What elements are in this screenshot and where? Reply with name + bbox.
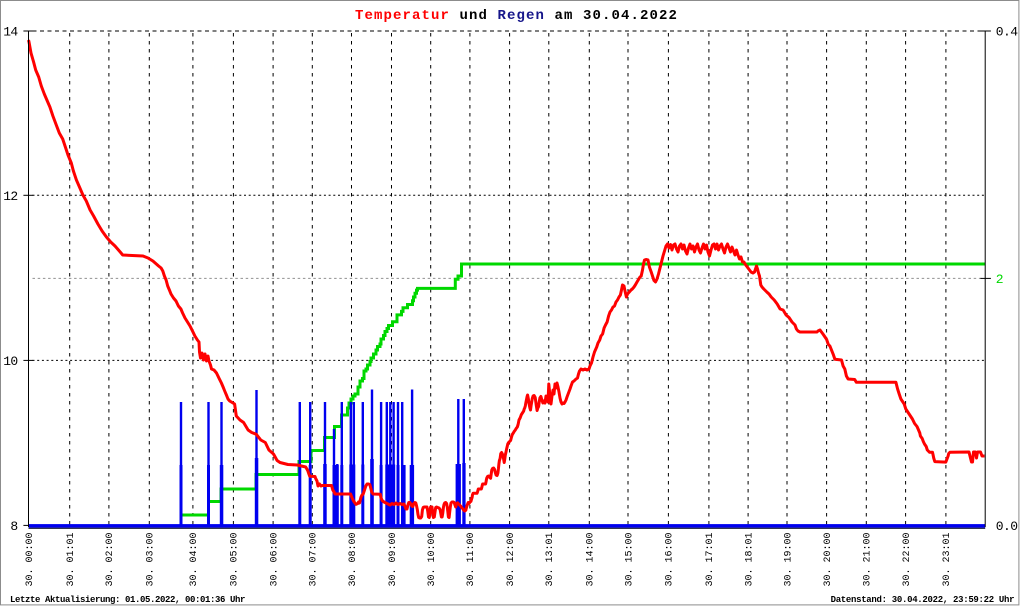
svg-text:30. 06:00: 30. 06:00 — [269, 533, 280, 587]
svg-text:30. 19:00: 30. 19:00 — [783, 533, 794, 587]
svg-text:14: 14 — [3, 25, 18, 40]
svg-text:0.4: 0.4 — [996, 25, 1018, 40]
svg-text:30. 10:00: 30. 10:00 — [427, 533, 438, 587]
svg-text:30. 14:00: 30. 14:00 — [586, 533, 597, 587]
svg-text:Letzte Aktualisierung: 01.05.2: Letzte Aktualisierung: 01.05.2022, 00:01… — [10, 595, 245, 605]
svg-text:30. 11:00: 30. 11:00 — [466, 533, 477, 587]
svg-text:30. 13:01: 30. 13:01 — [545, 533, 556, 587]
svg-text:30. 20:00: 30. 20:00 — [823, 533, 834, 587]
svg-text:30. 23:01: 30. 23:01 — [942, 533, 953, 587]
svg-text:8: 8 — [10, 519, 17, 534]
svg-text:30. 09:00: 30. 09:00 — [388, 533, 399, 587]
svg-text:0.0: 0.0 — [996, 519, 1018, 534]
svg-text:30. 07:00: 30. 07:00 — [309, 533, 320, 587]
svg-text:Datenstand: 30.04.2022, 23:59:: Datenstand: 30.04.2022, 23:59:22 Uhr — [831, 595, 1015, 605]
svg-text:30. 15:00: 30. 15:00 — [624, 533, 635, 587]
svg-text:12: 12 — [3, 189, 17, 204]
svg-text:30. 01:01: 30. 01:01 — [66, 533, 77, 587]
svg-text:30. 22:00: 30. 22:00 — [902, 533, 913, 587]
svg-text:30. 04:00: 30. 04:00 — [189, 533, 200, 587]
svg-text:30. 17:01: 30. 17:01 — [705, 533, 716, 587]
svg-text:30. 16:00: 30. 16:00 — [665, 533, 676, 587]
svg-text:30. 05:00: 30. 05:00 — [230, 533, 241, 587]
svg-text:30. 08:00: 30. 08:00 — [348, 533, 359, 587]
svg-text:10: 10 — [3, 354, 17, 369]
svg-text:30. 02:00: 30. 02:00 — [105, 533, 116, 587]
svg-text:30. 18:01: 30. 18:01 — [744, 533, 755, 587]
svg-text:Temperatur und Regen am 30.04.: Temperatur und Regen am 30.04.2022 — [355, 8, 678, 24]
svg-text:2: 2 — [996, 272, 1003, 287]
svg-text:30. 00:00: 30. 00:00 — [25, 533, 36, 587]
svg-text:30. 12:00: 30. 12:00 — [506, 533, 517, 587]
svg-text:30. 03:00: 30. 03:00 — [146, 533, 157, 587]
svg-text:30. 21:00: 30. 21:00 — [863, 533, 874, 587]
